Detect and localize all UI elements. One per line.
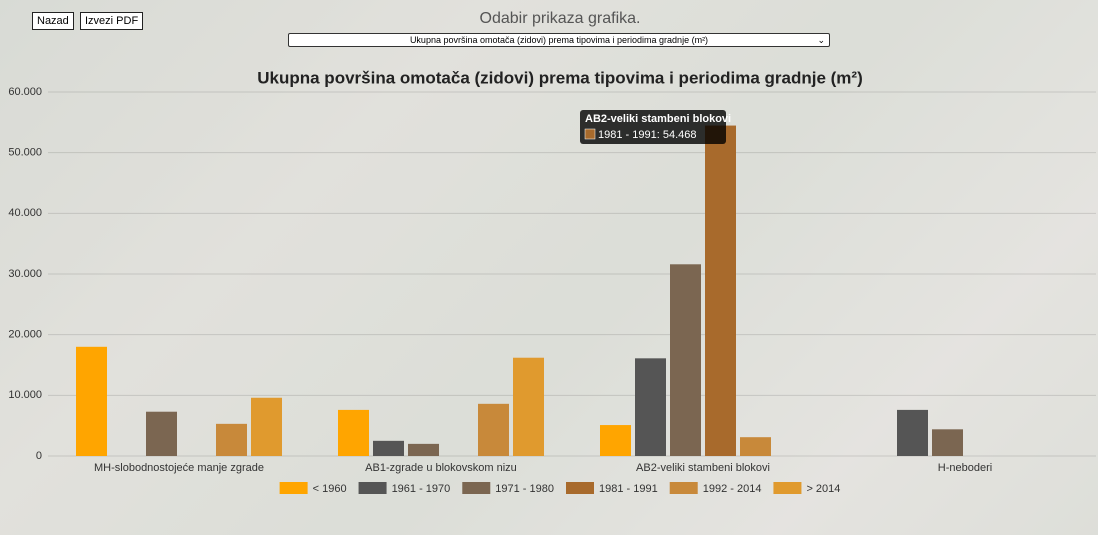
- bar: [513, 357, 544, 456]
- bar: [408, 443, 439, 456]
- x-tick-label: MH-slobodnostojeće manje zgrade: [94, 462, 264, 474]
- y-tick-label: 60.000: [8, 86, 42, 98]
- x-tick-label: H-neboderi: [938, 462, 992, 474]
- y-tick-label: 20.000: [8, 329, 42, 341]
- y-tick-label: 40.000: [8, 207, 42, 219]
- header-title: Odabir prikaza grafika.: [479, 10, 641, 27]
- x-tick-label: AB1-zgrade u blokovskom nizu: [365, 462, 517, 474]
- y-tick-label: 0: [36, 450, 42, 462]
- chart-select[interactable]: Ukupna površina omotača (zidovi) prema t…: [288, 33, 830, 47]
- legend-swatch: [669, 482, 698, 494]
- tooltip-body: 1981 - 1991: 54.468: [598, 129, 696, 141]
- legend-label: 1992 - 2014: [703, 483, 762, 495]
- back-button[interactable]: Nazad: [32, 12, 74, 30]
- bar: [932, 429, 963, 456]
- bar: [670, 264, 701, 456]
- chart-title: Ukupna površina omotača (zidovi) prema t…: [257, 68, 863, 87]
- bar: [216, 423, 247, 456]
- select-arrow: ⌄: [817, 35, 825, 45]
- legend-swatch: [358, 482, 387, 494]
- legend-label: < 1960: [313, 483, 347, 495]
- bar: [478, 403, 509, 456]
- legend: < 1960 1961 - 1970 1971 - 1980 1981 - 1991 1…: [279, 482, 840, 495]
- legend-swatch: [462, 482, 491, 494]
- legend-label: 1981 - 1991: [599, 483, 658, 495]
- bar: [373, 440, 404, 456]
- legend-label: 1971 - 1980: [495, 483, 554, 495]
- bar: [76, 346, 107, 456]
- legend-swatch: [279, 482, 308, 494]
- bar: [897, 409, 928, 456]
- y-tick-label: 50.000: [8, 147, 42, 159]
- y-tick-label: 30.000: [8, 268, 42, 280]
- tooltip-title: AB2-veliki stambeni blokovi: [585, 113, 731, 125]
- bar: [251, 397, 282, 456]
- legend-swatch: [773, 482, 802, 494]
- legend-swatch: [566, 482, 594, 494]
- bar: [740, 437, 771, 456]
- bar: [338, 409, 369, 456]
- select-text: Ukupna površina omotača (zidovi) prema t…: [409, 35, 709, 45]
- pdf-button[interactable]: Izvezi PDF: [80, 12, 144, 30]
- x-tick-label: AB2-veliki stambeni blokovi: [636, 462, 770, 474]
- bar: [600, 425, 631, 456]
- legend-label: 1961 - 1970: [392, 483, 451, 495]
- y-tick-label: 10.000: [8, 389, 42, 401]
- bar: [635, 358, 666, 456]
- bar: [146, 411, 177, 456]
- tooltip-swatch: [584, 128, 596, 140]
- tooltip: AB2-veliki stambeni blokovi 1981 - 1991: …: [580, 110, 731, 144]
- bar: [705, 125, 736, 457]
- tooltip-box: [580, 110, 726, 144]
- legend-label: > 2014: [806, 483, 840, 495]
